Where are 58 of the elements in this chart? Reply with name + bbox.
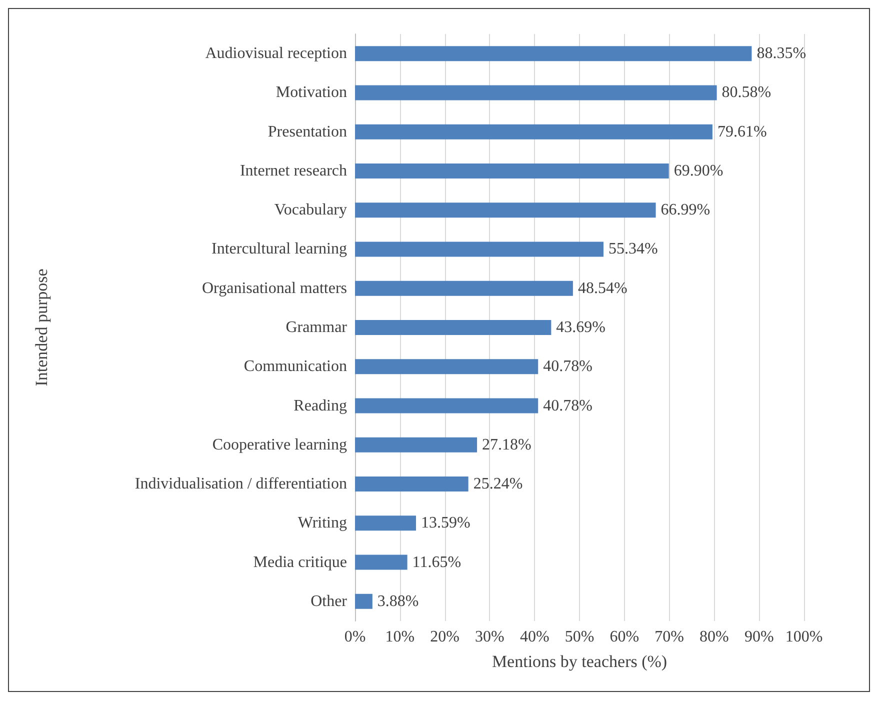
x-tick-label: 70%: [654, 628, 684, 646]
y-tick-label: Reading: [294, 397, 347, 414]
y-tick-label: Grammar: [286, 319, 348, 336]
bar: [355, 46, 752, 62]
x-tick-label: 40%: [520, 628, 550, 646]
data-label: 55.34%: [608, 240, 658, 258]
x-tick-label: 80%: [700, 628, 729, 646]
y-tick-label: Motivation: [276, 84, 347, 102]
bar: [355, 594, 372, 609]
x-tick-label: 10%: [385, 628, 415, 646]
y-tick-label: Individualisation / differentiation: [134, 476, 347, 493]
data-label: 69.90%: [674, 162, 724, 180]
y-tick-label: Communication: [244, 358, 347, 376]
bar: [355, 398, 538, 414]
bar: [355, 476, 468, 492]
x-tick-label: 20%: [430, 628, 460, 646]
data-label: 40.78%: [543, 358, 592, 376]
data-label: 88.35%: [756, 45, 806, 62]
data-label: 13.59%: [421, 514, 470, 532]
x-tick-label: 0%: [344, 628, 366, 646]
data-label: 3.88%: [377, 592, 419, 610]
data-label: 11.65%: [412, 554, 462, 571]
data-label: 43.69%: [556, 319, 606, 336]
y-tick-label: Presentation: [268, 123, 347, 140]
y-tick-label: Intercultural learning: [212, 240, 347, 258]
data-label: 27.18%: [482, 436, 532, 454]
data-label: 40.78%: [543, 397, 592, 414]
x-tick-label: 30%: [475, 628, 504, 646]
bar: [355, 242, 604, 257]
bar: [355, 437, 478, 452]
y-tick-label: Writing: [298, 514, 347, 532]
bar: [355, 554, 408, 570]
bar: [355, 280, 573, 296]
bar: [355, 202, 656, 218]
y-tick-label: Other: [310, 592, 348, 610]
bar: [355, 124, 712, 140]
x-tick-label: 90%: [744, 628, 774, 646]
bar: [355, 516, 416, 531]
bar: [355, 359, 538, 374]
data-label: 66.99%: [660, 202, 710, 219]
x-tick-label: 60%: [610, 628, 640, 646]
x-tick-label: 50%: [564, 628, 594, 646]
y-tick-label: Cooperative learning: [212, 436, 347, 454]
bar: [355, 320, 552, 335]
y-tick-label: Internet research: [240, 162, 347, 180]
data-label: 25.24%: [473, 476, 523, 493]
data-label: 79.61%: [717, 123, 767, 140]
data-label: 48.54%: [578, 280, 628, 297]
y-axis-title: Intended purpose: [32, 268, 51, 386]
bar: [355, 163, 669, 178]
y-tick-label: Audiovisual reception: [205, 45, 347, 62]
y-tick-label: Vocabulary: [274, 202, 347, 219]
y-tick-label: Media critique: [253, 554, 347, 571]
bar: [355, 85, 717, 100]
y-tick-label: Organisational matters: [202, 280, 347, 297]
data-label: 80.58%: [722, 84, 772, 102]
x-tick-label: 100%: [785, 628, 823, 646]
x-axis-title: Mentions by teachers (%): [492, 652, 668, 671]
